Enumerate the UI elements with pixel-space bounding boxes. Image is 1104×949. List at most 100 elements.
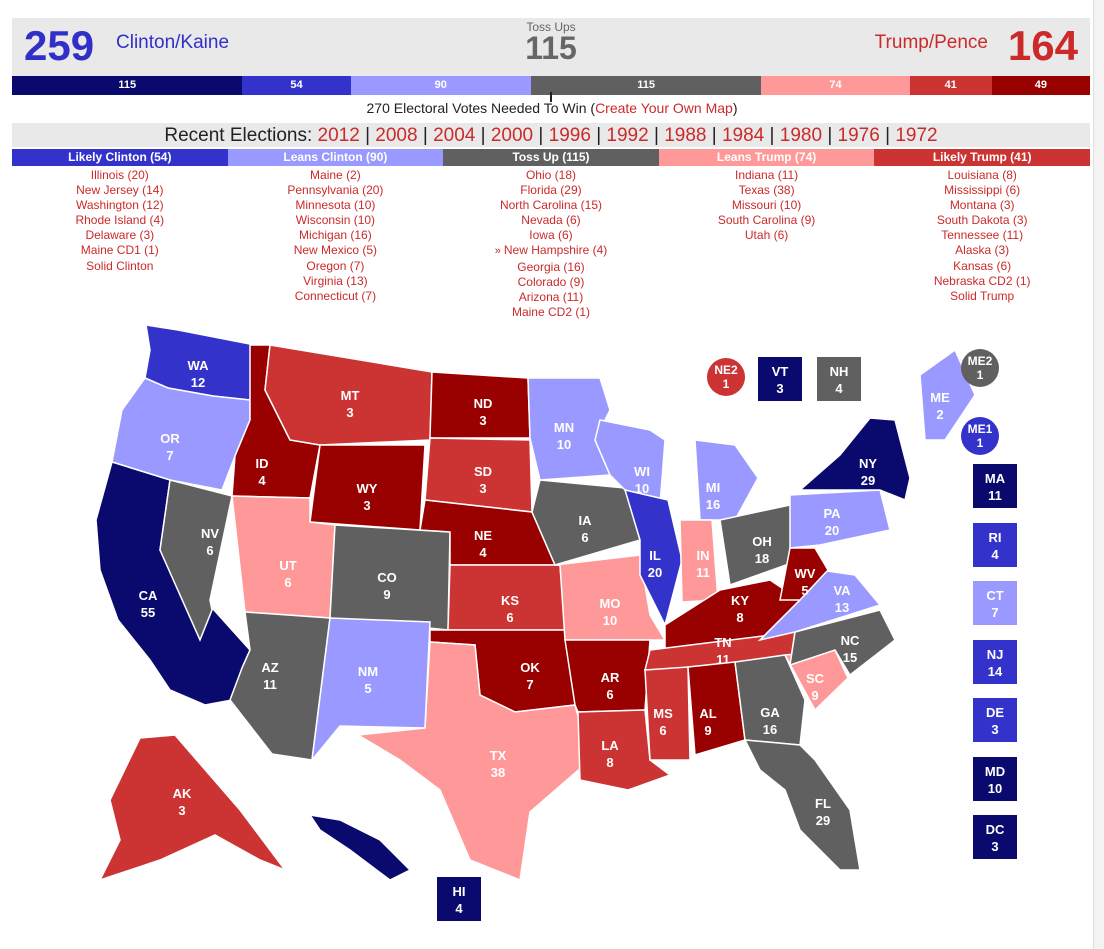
state-nm[interactable] [310,617,431,763]
circle-ev: 1 [976,436,984,450]
category-item[interactable]: Tennessee (11) [874,228,1090,243]
state-label-nm: NM [358,664,378,679]
state-pa[interactable] [789,489,891,549]
category-item-label: Alaska (3) [955,243,1010,258]
category-item[interactable]: Pennsylvania (20) [228,183,444,198]
category-item[interactable]: Wisconsin (10) [228,213,444,228]
category-item[interactable]: Kansas (6) [874,259,1090,274]
category-item[interactable]: Louisiana (8) [874,168,1090,183]
state-ev-ks: 6 [506,610,513,625]
state-ak[interactable] [98,734,288,882]
page-scrollbar[interactable] [1093,0,1104,949]
district-circle-ne2[interactable]: NE2 1 [707,358,745,396]
category-item[interactable]: Colorado (9) [443,275,659,290]
category-item-label: Connecticut (7) [294,288,377,303]
category-item[interactable]: Maine (2) [228,168,444,183]
year-link-2004[interactable]: 2004 [433,125,476,146]
box-abbr: NH [829,364,849,379]
category-item[interactable]: Ohio (18) [443,168,659,183]
state-fl[interactable] [743,739,861,871]
year-link-2008[interactable]: 2008 [375,125,418,146]
year-link-2000[interactable]: 2000 [490,125,534,146]
state-tx[interactable] [355,641,591,882]
state-ev-me: 2 [936,407,943,422]
category-item[interactable]: » New Hampshire (4) [443,243,659,259]
small-state-box-ri[interactable]: RI 4 [972,522,1018,568]
category-item[interactable]: Arizona (11) [443,290,659,305]
state-ms[interactable] [644,666,691,761]
small-state-box-dc[interactable]: DC 3 [972,814,1018,860]
category-item[interactable]: Connecticut (7) [228,289,444,304]
category-item[interactable]: Mississippi (6) [874,183,1090,198]
category-item[interactable]: Georgia (16) [443,260,659,275]
category-item[interactable]: South Carolina (9) [659,213,875,228]
small-state-box-de[interactable]: DE 3 [972,697,1018,743]
box-abbr: HI [452,884,466,899]
state-hi[interactable] [308,813,412,881]
category-item[interactable]: Michigan (16) [228,228,444,243]
year-link-2012[interactable]: 2012 [317,125,360,146]
category-item[interactable]: South Dakota (3) [874,213,1090,228]
category-item[interactable]: Oregon (7) [228,259,444,274]
category-item[interactable]: Delaware (3) [12,228,228,243]
category-item[interactable]: Washington (12) [12,198,228,213]
small-state-box-nh[interactable]: NH 4 [816,356,862,402]
box-abbr: VT [771,364,789,379]
year-link-1988[interactable]: 1988 [664,125,707,146]
category-item[interactable]: North Carolina (15) [443,198,659,213]
year-link-1984[interactable]: 1984 [721,125,765,146]
category-item[interactable]: Maine CD1 (1) [12,243,228,258]
category-item[interactable]: Florida (29) [443,183,659,198]
category-item[interactable]: Solid Clinton [12,259,228,274]
box-abbr: DE [985,705,1005,720]
year-link-1996[interactable]: 1996 [548,125,591,146]
state-mi[interactable] [694,439,759,521]
category-item[interactable]: Indiana (11) [659,168,875,183]
category-item[interactable]: Utah (6) [659,228,875,243]
year-separator: | [879,125,896,146]
small-state-box-vt[interactable]: VT 3 [757,356,803,402]
category-item[interactable]: New Mexico (5) [228,243,444,258]
create-map-link[interactable]: Create Your Own Map [595,100,733,116]
bar-segment-lean_dem: 90 [350,76,531,95]
category-item[interactable]: Alaska (3) [874,243,1090,258]
category-item[interactable]: Rhode Island (4) [12,213,228,228]
category-item[interactable]: New Jersey (14) [12,183,228,198]
state-la[interactable] [577,709,672,791]
small-state-box-hi[interactable]: HI 4 [436,876,482,922]
year-link-1972[interactable]: 1972 [895,125,938,146]
small-state-box-ma[interactable]: MA 11 [972,463,1018,509]
state-ev-in: 11 [696,565,710,580]
category-item[interactable]: Solid Trump [874,289,1090,304]
category-item[interactable]: Nebraska CD2 (1) [874,274,1090,289]
year-link-1992[interactable]: 1992 [606,125,649,146]
category-item[interactable]: Virginia (13) [228,274,444,289]
state-wv[interactable] [779,547,829,601]
category-item-label: Georgia (16) [517,259,585,274]
small-state-box-md[interactable]: MD 10 [972,756,1018,802]
year-link-1976[interactable]: 1976 [837,125,880,146]
state-label-ia: IA [579,513,593,528]
category-item-label: Virginia (13) [303,273,368,288]
category-item[interactable]: Minnesota (10) [228,198,444,213]
category-item[interactable]: Montana (3) [874,198,1090,213]
category-item[interactable]: Maine CD2 (1) [443,305,659,320]
small-state-box-ct[interactable]: CT 7 [972,580,1018,626]
district-circle-me1[interactable]: ME1 1 [961,417,999,455]
state-ga[interactable] [734,654,806,746]
category-item[interactable]: Iowa (6) [443,228,659,243]
category-item[interactable]: Nevada (6) [443,213,659,228]
category-item[interactable]: Missouri (10) [659,198,875,213]
state-label-id: ID [256,456,269,471]
state-ev-mo: 10 [603,613,617,628]
category-item[interactable]: Illinois (20) [12,168,228,183]
small-state-box-nj[interactable]: NJ 14 [972,639,1018,685]
state-ev-az: 11 [263,677,277,692]
year-link-1980[interactable]: 1980 [779,125,823,146]
category-item[interactable]: Texas (38) [659,183,875,198]
state-ny[interactable] [798,417,911,502]
bar-segment-tossup: 115 [530,76,762,95]
state-ev-ms: 6 [659,723,666,738]
district-circle-me2[interactable]: ME2 1 [961,349,999,387]
state-ia[interactable] [531,479,641,566]
